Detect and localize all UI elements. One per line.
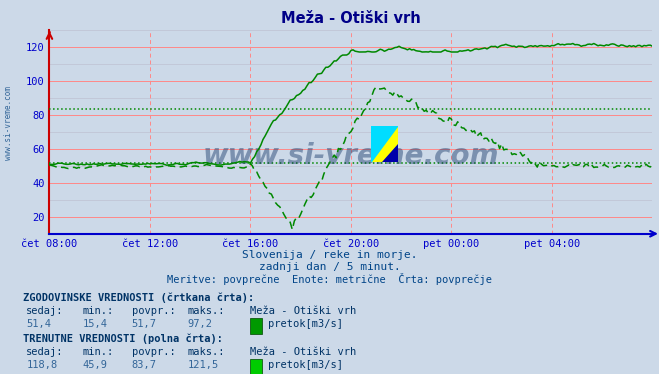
Text: www.si-vreme.com: www.si-vreme.com — [203, 142, 499, 170]
Text: Meža - Otiški vrh: Meža - Otiški vrh — [250, 306, 357, 316]
Text: pretok[m3/s]: pretok[m3/s] — [268, 361, 343, 370]
Text: TRENUTNE VREDNOSTI (polna črta):: TRENUTNE VREDNOSTI (polna črta): — [23, 334, 223, 344]
Text: min.:: min.: — [82, 347, 113, 357]
Text: Meža - Otiški vrh: Meža - Otiški vrh — [250, 347, 357, 357]
Text: 97,2: 97,2 — [188, 319, 213, 329]
Text: maks.:: maks.: — [188, 306, 225, 316]
Text: 15,4: 15,4 — [82, 319, 107, 329]
Text: maks.:: maks.: — [188, 347, 225, 357]
Text: sedaj:: sedaj: — [26, 306, 64, 316]
Text: 51,4: 51,4 — [26, 319, 51, 329]
Text: min.:: min.: — [82, 306, 113, 316]
Title: Meža - Otiški vrh: Meža - Otiški vrh — [281, 11, 421, 26]
Text: sedaj:: sedaj: — [26, 347, 64, 357]
Text: zadnji dan / 5 minut.: zadnji dan / 5 minut. — [258, 263, 401, 272]
Text: ZGODOVINSKE VREDNOSTI (črtkana črta):: ZGODOVINSKE VREDNOSTI (črtkana črta): — [23, 292, 254, 303]
Text: 45,9: 45,9 — [82, 361, 107, 370]
Text: www.si-vreme.com: www.si-vreme.com — [4, 86, 13, 160]
Text: povpr.:: povpr.: — [132, 306, 175, 316]
Text: 83,7: 83,7 — [132, 361, 157, 370]
Text: 51,7: 51,7 — [132, 319, 157, 329]
Text: Slovenija / reke in morje.: Slovenija / reke in morje. — [242, 250, 417, 260]
Text: Meritve: povprečne  Enote: metrične  Črta: povprečje: Meritve: povprečne Enote: metrične Črta:… — [167, 273, 492, 285]
Text: povpr.:: povpr.: — [132, 347, 175, 357]
Text: pretok[m3/s]: pretok[m3/s] — [268, 319, 343, 329]
Text: 121,5: 121,5 — [188, 361, 219, 370]
Text: 118,8: 118,8 — [26, 361, 57, 370]
